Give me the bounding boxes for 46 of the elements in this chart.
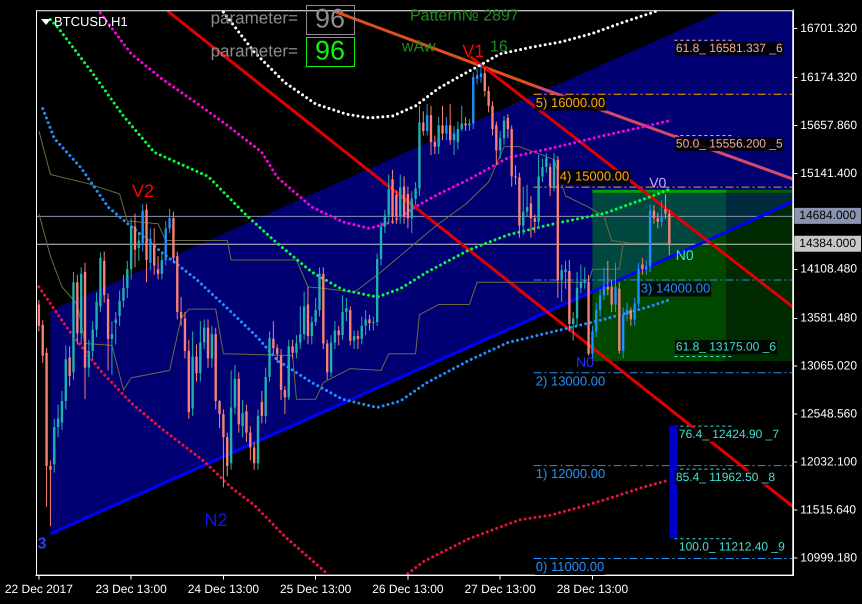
y-tick-label: 15141.400 xyxy=(800,166,858,180)
chart-title: BTCUSD,H1 xyxy=(54,14,128,29)
y-tick-label: 16174.320 xyxy=(800,70,858,84)
annotation: V1 xyxy=(462,40,484,61)
y-tick-label: 13065.020 xyxy=(800,358,858,373)
annotation: N2 xyxy=(204,510,228,530)
x-tick-label: 26 Dec 13:00 xyxy=(372,582,444,596)
ref-line-label: 2) 13000.00 xyxy=(536,373,606,388)
y-tick-label: 14108.480 xyxy=(800,262,858,276)
x-tick-label: 22 Dec 2017 xyxy=(4,582,74,596)
ref-line-label: 14384.000 xyxy=(799,236,856,250)
ref-line-label: 5) 16000.00 xyxy=(536,94,606,110)
annotation: 96 xyxy=(314,35,346,66)
ref-line-label: 61.8_ 13175.00 _6 xyxy=(676,339,776,354)
annotation: 16 xyxy=(490,38,508,56)
y-tick-label: 13581.480 xyxy=(800,310,858,325)
annotation: V2 xyxy=(132,180,154,201)
ref-line-label: 76.4_ 12424.90 _7 xyxy=(678,426,780,441)
annotation: N0 xyxy=(576,354,594,370)
annotation: 96 xyxy=(314,3,346,34)
annotation: Pattern№ 2897 xyxy=(410,7,519,24)
ref-line-label: 50.0_ 15556.200 _5 xyxy=(676,136,783,150)
ref-line-label: 0) 11000.00 xyxy=(536,559,604,574)
y-tick-label: 15657.860 xyxy=(800,118,858,132)
ref-line-label: 61.8_ 16581.337 _6 xyxy=(676,41,783,56)
ref-line-label: 85.4_ 11962.50 _8 xyxy=(676,470,776,484)
annotation: V0 xyxy=(649,174,667,191)
y-tick-label: 12548.560 xyxy=(800,406,858,421)
annotation: parameter= xyxy=(210,8,298,28)
y-tick-label: 11515.640 xyxy=(800,502,856,516)
x-tick-label: 23 Dec 13:00 xyxy=(95,582,168,596)
x-tick-label: 28 Dec 13:00 xyxy=(556,582,628,596)
x-tick-label: 24 Dec 13:00 xyxy=(188,582,260,596)
y-tick-label: 12032.100 xyxy=(800,454,858,468)
annotation: wAw xyxy=(401,38,436,56)
x-tick-label: 27 Dec 13:00 xyxy=(464,582,536,596)
y-tick-label: 10999.180 xyxy=(800,550,858,564)
annotation: 3 xyxy=(38,535,47,552)
y-tick-label: 16701.320 xyxy=(800,20,858,35)
ref-line-label: 4) 15000.00 xyxy=(560,168,630,184)
ref-line-label: 3) 14000.00 xyxy=(640,280,710,296)
x-tick-label: 25 Dec 13:00 xyxy=(280,582,352,596)
ref-line-label: 1) 12000.00 xyxy=(536,466,606,482)
ref-line-label: 100.0_ 11212.40 _9 xyxy=(678,540,786,554)
ref-line-label: 14684.000 xyxy=(799,208,856,222)
annotation: N0 xyxy=(676,247,694,264)
